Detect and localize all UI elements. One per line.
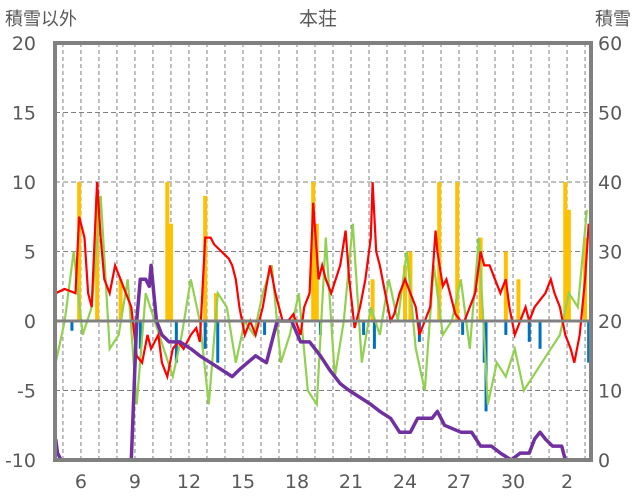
orange-bar [118, 279, 123, 321]
x-tick-label: 6 [75, 471, 87, 493]
blue-bar [216, 321, 220, 363]
orange-bar [516, 279, 521, 321]
left-tick-label: 5 [24, 242, 36, 264]
x-tick-label: 27 [447, 471, 471, 493]
right-tick-label: 30 [598, 242, 622, 264]
right-tick-label: 10 [598, 381, 622, 403]
blue-bar [461, 321, 465, 335]
orange-bar [563, 182, 568, 321]
blue-bar [203, 321, 207, 349]
blue-bar [538, 321, 542, 349]
blue-bar [263, 321, 267, 335]
x-tick-label: 18 [285, 471, 309, 493]
left-tick-label: 15 [12, 103, 36, 125]
right-tick-label: 60 [598, 33, 622, 55]
orange-bar [95, 195, 100, 321]
left-tick-label: 0 [24, 311, 36, 333]
blue-bar [587, 321, 591, 363]
blue-bar [362, 321, 366, 335]
orange-bar [168, 223, 173, 321]
x-tick-label: 30 [501, 471, 525, 493]
blue-bar [504, 321, 508, 335]
plot-border [53, 41, 593, 462]
left-tick-label: -5 [17, 381, 36, 403]
left-tick-label: 10 [12, 172, 36, 194]
right-axis-label: 積雪 [595, 9, 631, 30]
orange-bar [165, 182, 170, 321]
orange-bar [566, 209, 571, 321]
red-series-line [55, 181, 590, 381]
x-tick-label: 24 [393, 471, 417, 493]
orange-bar [370, 279, 375, 321]
x-tick-label: 21 [339, 471, 363, 493]
x-tick-label: 2 [561, 471, 573, 493]
orange-bar [314, 223, 319, 321]
right-tick-label: 40 [598, 172, 622, 194]
orange-bar [455, 182, 460, 321]
left-tick-label: 20 [12, 33, 36, 55]
left-axis-label: 積雪以外 [5, 9, 77, 30]
right-tick-label: 0 [598, 450, 610, 472]
left-tick-label: -10 [5, 450, 36, 472]
orange-bar [77, 182, 82, 321]
gridlines [55, 43, 591, 460]
orange-bar [311, 182, 316, 321]
x-tick-label: 15 [231, 471, 255, 493]
chart-title: 本荘 [299, 8, 337, 30]
orange-bar [403, 265, 408, 321]
x-tick-label: 9 [129, 471, 141, 493]
blue-bar [138, 321, 142, 349]
right-tick-label: 20 [598, 311, 622, 333]
blue-bar [70, 321, 74, 331]
orange-bar [437, 182, 442, 321]
blue-bar [527, 321, 531, 342]
x-tick-label: 12 [177, 471, 201, 493]
blue-bar [372, 321, 376, 349]
right-tick-label: 50 [598, 103, 622, 125]
axes: -10 -5 0 5 10 15 20 0 10 20 30 40 50 60 6 9 12 15 18 21 24 27… [5, 33, 622, 493]
